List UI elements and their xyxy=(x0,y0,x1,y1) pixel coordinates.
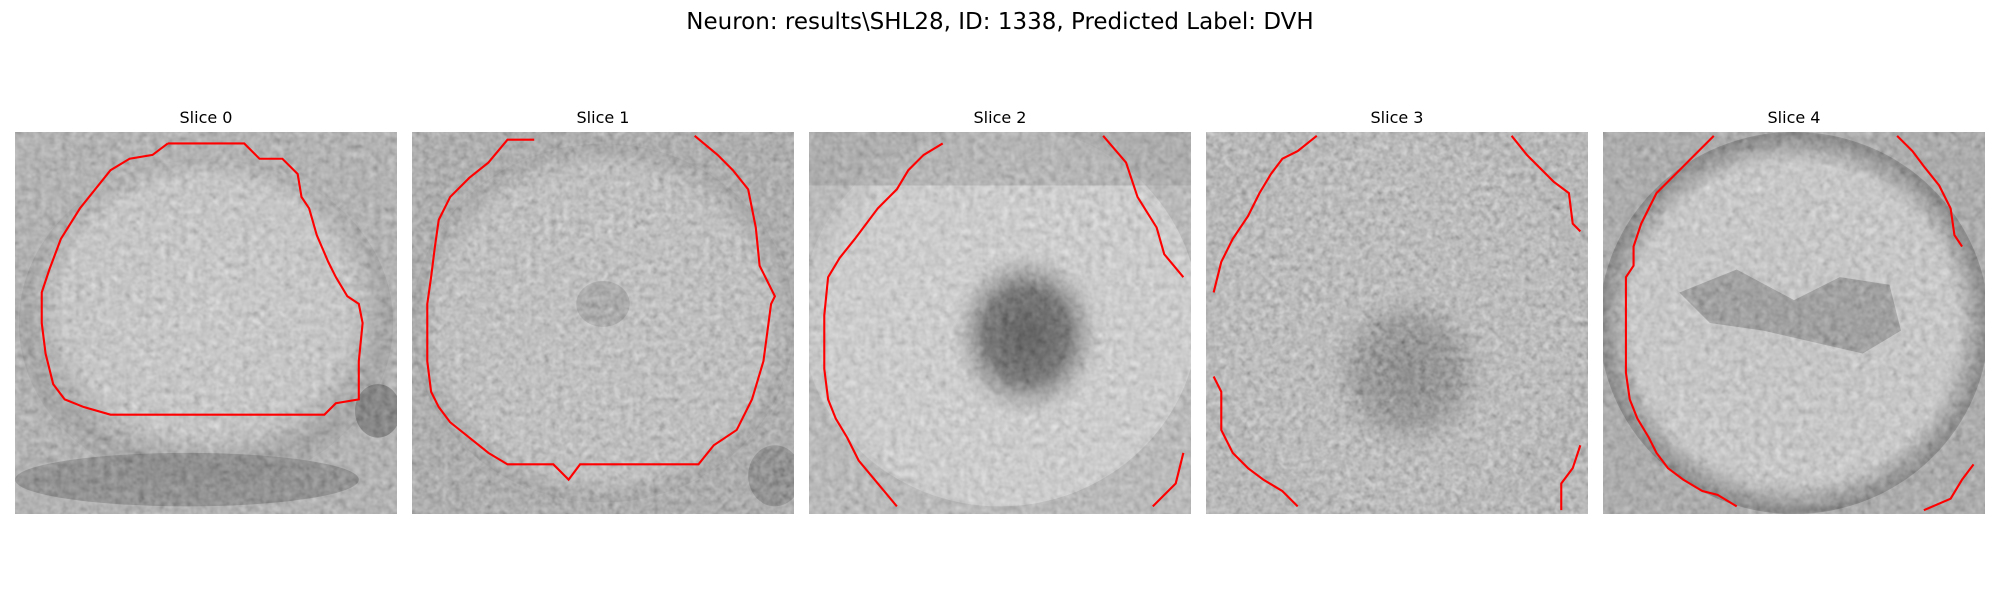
contour-outline-4b xyxy=(1896,135,1963,248)
grain-texture xyxy=(15,132,397,514)
contour-outline-4 xyxy=(1624,135,1738,508)
slice-image-0 xyxy=(15,132,397,514)
slice-title-3: Slice 3 xyxy=(1370,108,1424,127)
contour-outline-1 xyxy=(426,135,777,482)
contour-outline-3c xyxy=(1212,376,1299,508)
slice-panel-0: Slice 0 xyxy=(15,108,397,514)
contour-outline-2 xyxy=(823,142,944,508)
slice-image-1 xyxy=(412,132,794,514)
slice-panel-1: Slice 1 xyxy=(412,108,794,514)
slice-title-0: Slice 0 xyxy=(179,108,233,127)
slice-title-2: Slice 2 xyxy=(973,108,1027,127)
slice-title-1: Slice 1 xyxy=(576,108,630,127)
slice-image-2 xyxy=(809,132,1191,514)
grain-texture xyxy=(1603,132,1985,514)
contour-outline-3 xyxy=(1212,134,1318,293)
contour-outline-4c xyxy=(1923,463,1975,512)
figure-title: Neuron: results\SHL28, ID: 1338, Predict… xyxy=(686,9,1314,35)
slice-panel-4: Slice 4 xyxy=(1603,108,1985,514)
contour-outline-0 xyxy=(40,142,364,416)
contour-outline-2b xyxy=(1102,135,1185,278)
slice-panel-2: Slice 2 xyxy=(809,108,1191,514)
contour-outline-3d xyxy=(1560,444,1582,511)
slice-title-4: Slice 4 xyxy=(1767,108,1821,127)
slice-panel-3: Slice 3 xyxy=(1206,108,1588,514)
grain-texture xyxy=(1206,132,1588,514)
contour-outline-3b xyxy=(1510,135,1582,233)
grain-texture xyxy=(412,132,794,514)
contour-outline-2c xyxy=(1152,452,1185,508)
slice-image-4 xyxy=(1603,132,1985,514)
slice-image-3 xyxy=(1206,132,1588,514)
grain-texture xyxy=(809,132,1191,514)
